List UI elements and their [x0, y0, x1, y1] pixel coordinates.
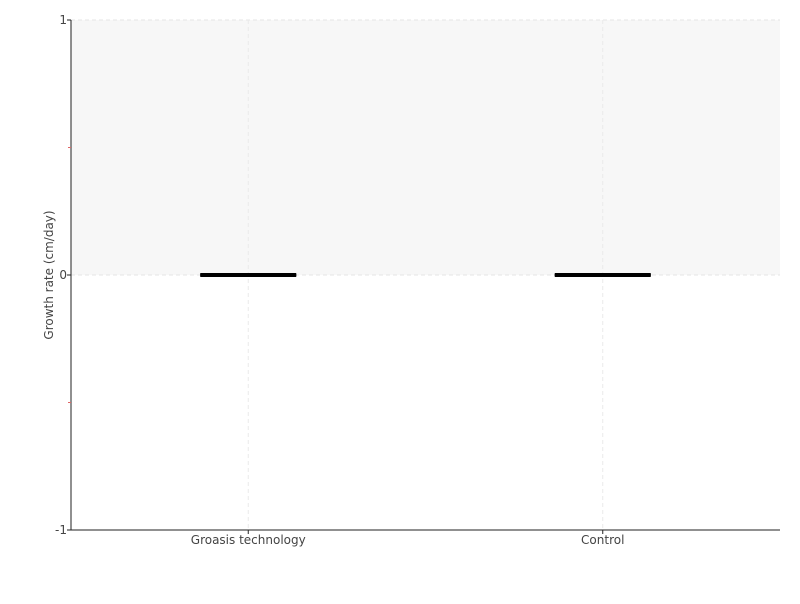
y-axis-label: Growth rate (cm/day)	[42, 210, 56, 339]
x-tick-label: Control	[581, 533, 624, 547]
x-ticks: Groasis technology Control	[191, 530, 624, 547]
y-tick-label: -1	[55, 523, 67, 537]
y-tick-label: 0	[59, 268, 67, 282]
x-tick-label: Groasis technology	[191, 533, 306, 547]
y-ticks: 1 0 -1	[55, 13, 71, 537]
positive-region-shade	[71, 20, 780, 275]
y-tick-label: 1	[59, 13, 67, 27]
boxes	[200, 273, 651, 277]
